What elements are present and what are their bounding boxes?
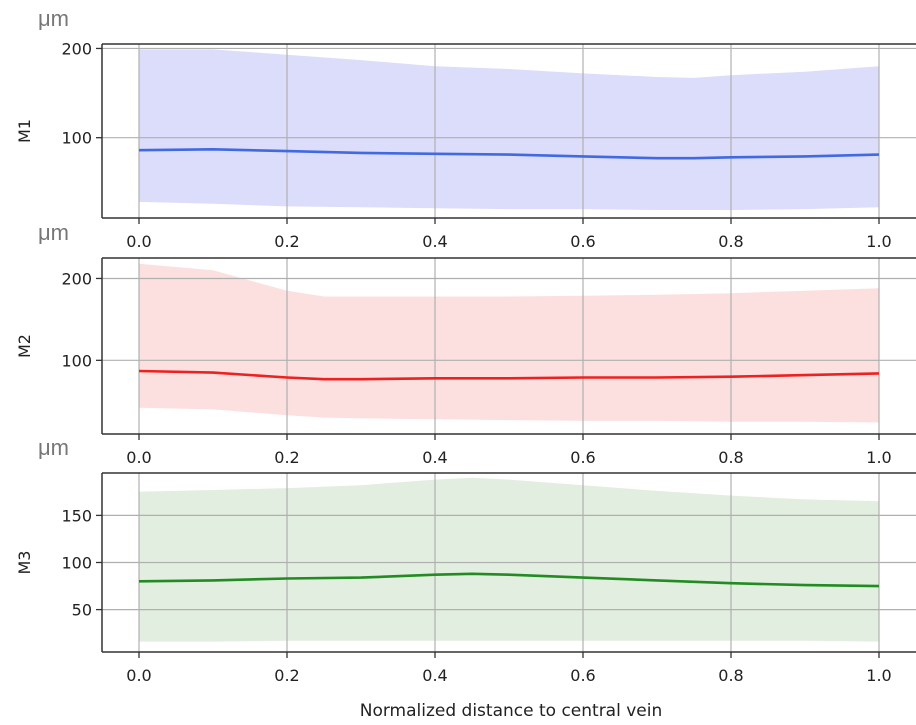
x-tick-label: 0.2 (274, 448, 299, 467)
panel-2: 100 200 0.0 0.2 0.4 0.6 0.8 1.0 M2 μm (15, 220, 916, 467)
x-tick-label: 0.8 (718, 232, 743, 251)
y-unit-label: μm (38, 6, 69, 31)
x-axis-label: Normalized distance to central vein (360, 701, 663, 721)
x-tick-label: 0.2 (274, 232, 299, 251)
plot-area (102, 258, 916, 434)
y-axis-label: M2 (15, 334, 34, 358)
x-tick-label: 0.0 (126, 666, 151, 685)
y-tick-label: 100 (61, 129, 92, 148)
x-tick-label: 0.4 (422, 232, 447, 251)
x-tick-label: 1.0 (866, 666, 891, 685)
x-tick-label: 0.0 (126, 232, 151, 251)
x-tick-label: 0.6 (570, 448, 595, 467)
plot-area (102, 473, 916, 652)
y-tick-label: 200 (61, 39, 92, 58)
x-tick-label: 0.8 (718, 666, 743, 685)
x-tick-label: 0.4 (422, 448, 447, 467)
y-tick-label: 200 (61, 269, 92, 288)
y-tick-label: 100 (61, 351, 92, 370)
y-unit-label: μm (38, 435, 69, 460)
y-tick-label: 50 (72, 601, 92, 620)
x-tick-label: 1.0 (866, 232, 891, 251)
mean-line (138, 148, 880, 160)
confidence-band (139, 477, 879, 642)
panel-1: 100 200 0.0 0.2 0.4 0.6 0.8 1.0 M1 μm (15, 6, 916, 251)
panel-3: 50 100 150 0.0 0.2 0.4 0.6 0.8 1.0 M3 μm (15, 435, 916, 685)
mean-line (138, 369, 880, 381)
y-tick-label: 150 (61, 506, 92, 525)
y-tick-label: 100 (61, 554, 92, 573)
confidence-band (139, 49, 879, 211)
x-tick-label: 0.8 (718, 448, 743, 467)
y-axis-label: M1 (15, 119, 34, 143)
x-tick-label: 0.0 (126, 448, 151, 467)
y-axis-label: M3 (15, 551, 34, 575)
x-tick-label: 0.6 (570, 666, 595, 685)
x-tick-label: 1.0 (866, 448, 891, 467)
mean-line (138, 572, 880, 588)
y-unit-label: μm (38, 220, 69, 245)
plot-area (102, 44, 916, 218)
confidence-band (139, 263, 879, 423)
x-tick-label: 0.2 (274, 666, 299, 685)
x-tick-label: 0.4 (422, 666, 447, 685)
x-tick-label: 0.6 (570, 232, 595, 251)
